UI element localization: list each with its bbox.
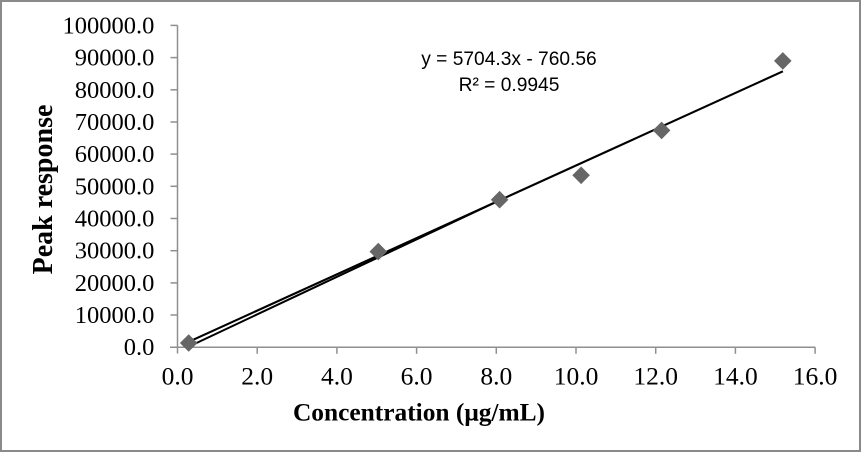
svg-text:14.0: 14.0 [713, 362, 758, 391]
svg-text:R² = 0.9945: R² = 0.9945 [459, 75, 560, 96]
svg-text:60000.0: 60000.0 [75, 141, 155, 168]
svg-text:Peak response: Peak response [28, 105, 59, 275]
svg-text:12.0: 12.0 [633, 362, 678, 391]
svg-text:2.0: 2.0 [241, 362, 273, 391]
svg-text:90000.0: 90000.0 [75, 45, 155, 72]
svg-text:0.0: 0.0 [124, 334, 155, 361]
svg-text:80000.0: 80000.0 [75, 77, 155, 104]
svg-text:100000.0: 100000.0 [63, 12, 155, 39]
svg-text:70000.0: 70000.0 [75, 109, 155, 136]
svg-text:0.0: 0.0 [162, 362, 194, 391]
svg-text:y = 5704.3x - 760.56: y = 5704.3x - 760.56 [421, 49, 596, 70]
svg-text:50000.0: 50000.0 [75, 173, 155, 200]
svg-text:20000.0: 20000.0 [75, 270, 155, 297]
svg-text:30000.0: 30000.0 [75, 238, 155, 265]
svg-text:8.0: 8.0 [480, 362, 512, 391]
svg-text:Concentration (μg/mL): Concentration (μg/mL) [293, 399, 545, 427]
svg-text:6.0: 6.0 [401, 362, 433, 391]
svg-text:10000.0: 10000.0 [75, 302, 155, 329]
svg-text:40000.0: 40000.0 [75, 206, 155, 233]
svg-text:4.0: 4.0 [321, 362, 353, 391]
svg-text:10.0: 10.0 [554, 362, 599, 391]
svg-text:16.0: 16.0 [793, 362, 838, 391]
